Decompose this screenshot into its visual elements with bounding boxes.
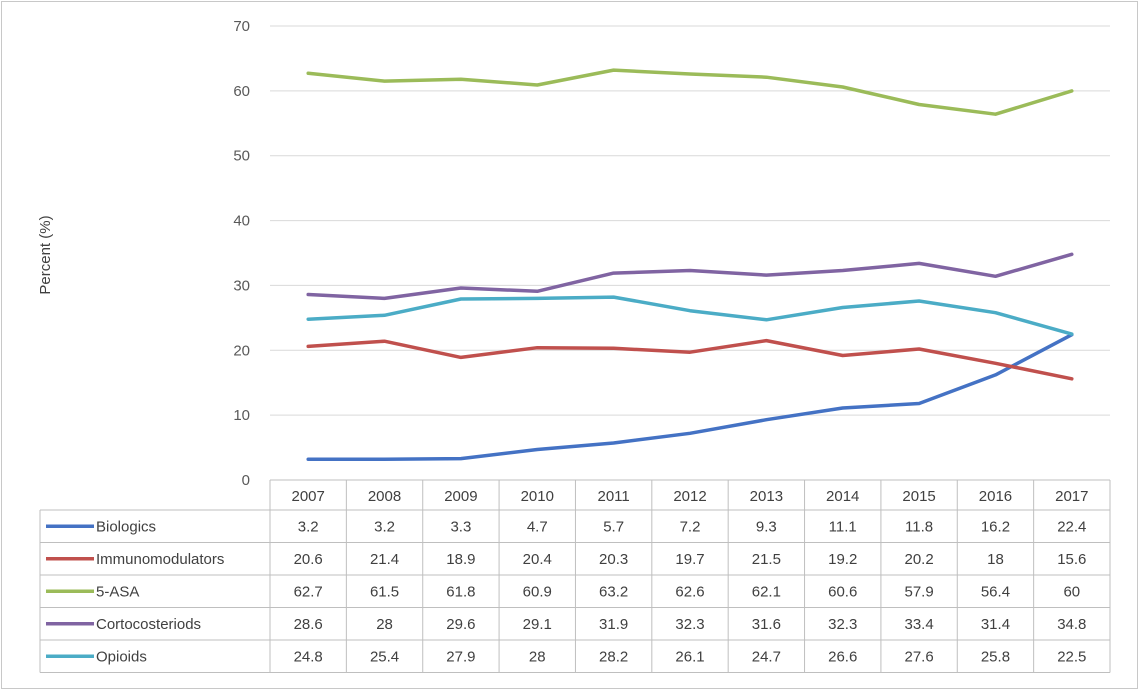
data-table-value: 26.1 xyxy=(675,648,704,665)
legend-label: Cortocosteriods xyxy=(96,616,201,633)
data-table-value: 28 xyxy=(529,648,546,665)
x-category-label: 2009 xyxy=(444,488,477,505)
legend-label: 5-ASA xyxy=(96,583,139,600)
data-table-value: 4.7 xyxy=(527,518,548,535)
data-table: 2007 2008 2009 2010 2011 2012 2013 2014 2015 2016… xyxy=(39,479,1111,673)
y-tick-label: 50 xyxy=(233,148,250,165)
data-table-value: 28.6 xyxy=(294,616,323,633)
data-table-value: 31.9 xyxy=(599,616,628,633)
data-table-value: 26.6 xyxy=(828,648,857,665)
y-tick-label: 40 xyxy=(233,213,250,230)
data-table-value: 20.6 xyxy=(294,551,323,568)
data-table-value: 7.2 xyxy=(680,518,701,535)
data-table-value: 11.1 xyxy=(829,518,857,535)
data-table-value: 32.3 xyxy=(828,616,857,633)
data-table-value: 31.4 xyxy=(981,616,1010,633)
legend-label: Biologics xyxy=(96,518,156,535)
data-table-value: 21.4 xyxy=(370,551,399,568)
data-table-value: 62.1 xyxy=(752,583,781,600)
data-table-value: 20.2 xyxy=(904,551,933,568)
data-table-value: 11.8 xyxy=(905,518,933,535)
series-line-biologics xyxy=(306,332,1074,461)
data-table-value: 56.4 xyxy=(981,583,1010,600)
y-tick-label: 0 xyxy=(242,472,250,489)
data-table-value: 22.4 xyxy=(1057,518,1086,535)
y-axis-ticks: 0 10 20 30 40 50 60 70 xyxy=(233,18,250,489)
data-table-value: 25.4 xyxy=(370,648,399,665)
data-table-value: 62.7 xyxy=(294,583,323,600)
data-table-value: 62.6 xyxy=(675,583,704,600)
x-category-label: 2017 xyxy=(1055,488,1088,505)
x-category-label: 2015 xyxy=(902,488,935,505)
y-tick-label: 70 xyxy=(233,18,250,35)
y-tick-label: 10 xyxy=(233,407,250,424)
data-table-value: 60 xyxy=(1063,583,1080,600)
series-line-opioids xyxy=(306,295,1074,336)
data-table-value: 3.2 xyxy=(374,518,395,535)
y-axis-label: Percent (%) xyxy=(37,215,54,294)
x-category-label: 2011 xyxy=(598,488,630,505)
data-table-value: 28.2 xyxy=(599,648,628,665)
x-category-label: 2007 xyxy=(291,488,324,505)
data-table-value: 21.5 xyxy=(752,551,781,568)
y-tick-label: 30 xyxy=(233,277,250,294)
x-category-label: 2012 xyxy=(673,488,706,505)
data-table-value: 16.2 xyxy=(981,518,1010,535)
data-table-value: 31.6 xyxy=(752,616,781,633)
series-line-5-asa xyxy=(306,68,1074,116)
data-table-value: 60.9 xyxy=(523,583,552,600)
x-category-label: 2016 xyxy=(979,488,1012,505)
data-table-value: 22.5 xyxy=(1057,648,1086,665)
data-table-value: 27.9 xyxy=(446,648,475,665)
data-table-value: 9.3 xyxy=(756,518,777,535)
data-table-value: 24.8 xyxy=(294,648,323,665)
data-table-value: 34.8 xyxy=(1057,616,1086,633)
data-table-value: 5.7 xyxy=(603,518,624,535)
data-table-value: 24.7 xyxy=(752,648,781,665)
legend-label: Immunomodulators xyxy=(96,551,224,568)
data-table-value: 20.4 xyxy=(523,551,552,568)
legend-label: Opioids xyxy=(96,648,147,665)
data-table-value: 27.6 xyxy=(904,648,933,665)
data-table-value: 19.7 xyxy=(675,551,704,568)
data-table-value: 25.8 xyxy=(981,648,1010,665)
data-table-value: 20.3 xyxy=(599,551,628,568)
data-table-value: 19.2 xyxy=(828,551,857,568)
data-table-value: 60.6 xyxy=(828,583,857,600)
data-table-value: 15.6 xyxy=(1057,551,1086,568)
series-line-cortocosteriods xyxy=(306,252,1074,301)
series-lines xyxy=(306,68,1074,461)
data-table-value: 29.6 xyxy=(446,616,475,633)
data-table-value: 3.3 xyxy=(450,518,471,535)
data-table-value: 28 xyxy=(376,616,393,633)
y-tick-label: 60 xyxy=(233,83,250,100)
data-table-value: 33.4 xyxy=(904,616,933,633)
data-table-value: 63.2 xyxy=(599,583,628,600)
x-category-label: 2014 xyxy=(826,488,859,505)
data-table-value: 32.3 xyxy=(675,616,704,633)
x-category-label: 2010 xyxy=(521,488,554,505)
x-category-label: 2008 xyxy=(368,488,401,505)
y-tick-label: 20 xyxy=(233,342,250,359)
series-line-immunomodulators xyxy=(306,338,1074,381)
x-category-label: 2013 xyxy=(750,488,783,505)
data-table-value: 61.8 xyxy=(446,583,475,600)
data-table-value: 29.1 xyxy=(523,616,552,633)
data-table-value: 57.9 xyxy=(904,583,933,600)
data-table-value: 18 xyxy=(987,551,1004,568)
data-table-value: 18.9 xyxy=(446,551,475,568)
gridlines xyxy=(270,25,1110,416)
data-table-value: 61.5 xyxy=(370,583,399,600)
data-table-value: 3.2 xyxy=(298,518,319,535)
